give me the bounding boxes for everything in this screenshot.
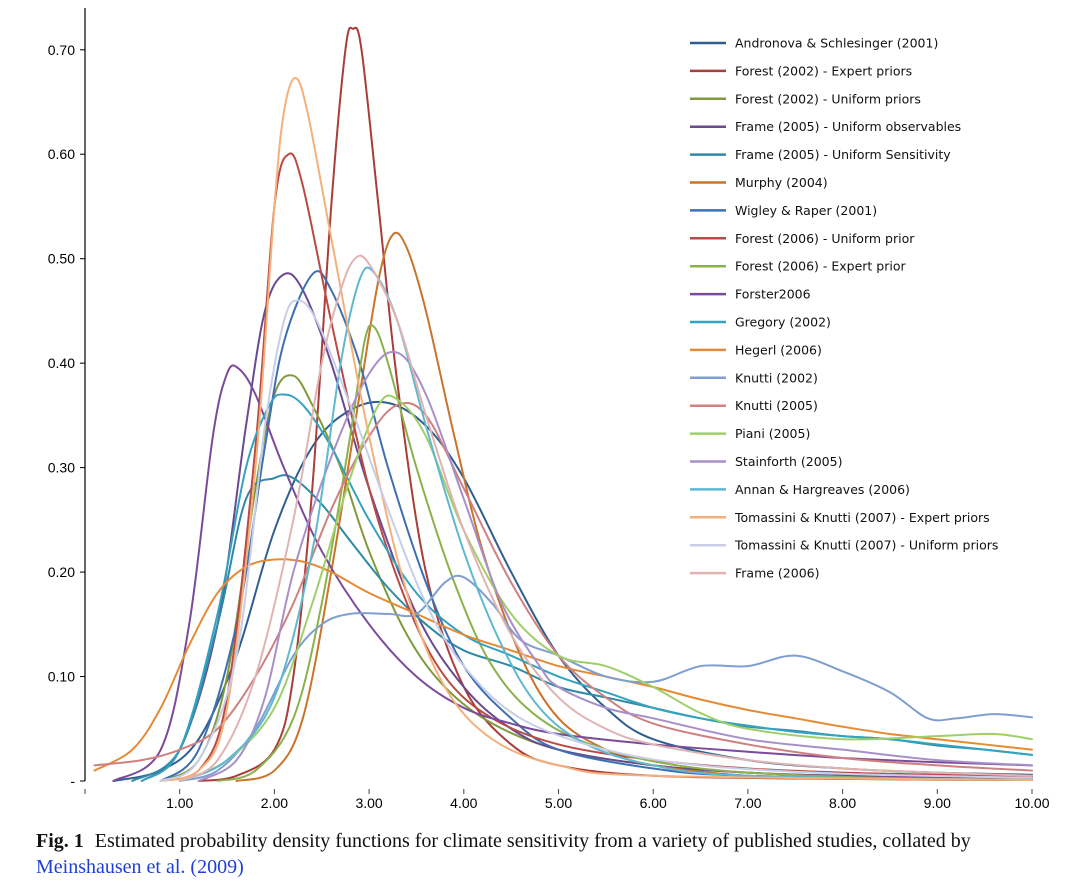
series-line (159, 76, 1033, 782)
x-tick-label: 9.00 (924, 795, 951, 811)
legend-label: Murphy (2004) (735, 175, 828, 190)
y-tick-label: 0.40 (48, 355, 75, 371)
axes: - 0.10 0.20 0.30 0.40 0.50 0.60 0.70 1.00 2.00 3.0… (48, 8, 1050, 811)
series-line (93, 558, 1033, 772)
y-tick-label: - (70, 773, 75, 789)
series-line (178, 254, 1033, 782)
figure-caption: Fig. 1 Estimated probability density fun… (36, 828, 1076, 880)
citation-year: (2009) (190, 856, 244, 878)
x-tick-label: 6.00 (640, 795, 667, 811)
x-tick-label: 10.00 (1014, 795, 1049, 811)
x-tick-label: 5.00 (545, 795, 572, 811)
chart: - 0.10 0.20 0.30 0.40 0.50 0.60 0.70 1.00 2.00 3.0… (48, 8, 1050, 811)
legend-label: Piani (2005) (735, 426, 810, 441)
series-line (197, 26, 1033, 782)
x-tick-label: 3.00 (355, 795, 382, 811)
legend-label: Frame (2005) - Uniform Sensitivity (735, 147, 951, 162)
legend-label: Annan & Hargreaves (2006) (735, 482, 910, 497)
plot-area (93, 26, 1033, 782)
legend: Andronova & Schlesinger (2001) Forest (20… (690, 36, 998, 581)
y-tick-label: 0.50 (48, 251, 75, 267)
series-line (140, 393, 1033, 782)
series-line (178, 394, 1033, 782)
y-tick-label: 0.60 (48, 146, 75, 162)
legend-label: Wigley & Raper (2001) (735, 203, 877, 218)
legend-label: Andronova & Schlesinger (2001) (735, 36, 938, 51)
caption-text: Estimated probability density functions … (94, 830, 971, 852)
y-tick-label: 0.70 (48, 42, 75, 58)
legend-label: Forest (2006) - Uniform prior (735, 231, 915, 246)
y-tick-label: 0.30 (48, 460, 75, 476)
series-line (93, 402, 1033, 772)
series-line (159, 270, 1033, 782)
legend-label: Stainforth (2005) (735, 454, 842, 469)
legend-label: Gregory (2002) (735, 315, 831, 330)
series-line (178, 574, 1033, 782)
y-tick-label: 0.20 (48, 564, 75, 580)
legend-label: Hegerl (2006) (735, 342, 822, 357)
legend-label: Knutti (2005) (735, 398, 818, 413)
legend-label: Frame (2005) - Uniform observables (735, 119, 961, 134)
legend-label: Frame (2006) (735, 566, 820, 581)
series-line (235, 231, 1033, 782)
citation-link[interactable]: Meinshausen et al. (2009) (36, 856, 244, 878)
x-tick-label: 2.00 (261, 795, 288, 811)
series-line (159, 299, 1033, 782)
x-tick-label: 8.00 (829, 795, 856, 811)
x-tick-label: 1.00 (166, 795, 193, 811)
legend-label: Knutti (2002) (735, 370, 818, 385)
series-line (112, 364, 1033, 782)
x-tick-label: 4.00 (450, 795, 477, 811)
citation-author: Meinshausen et al. (36, 856, 186, 878)
legend-label: Forest (2002) - Uniform priors (735, 91, 921, 106)
legend-label: Forest (2006) - Expert prior (735, 259, 906, 274)
series-line (178, 266, 1033, 782)
series-line (216, 324, 1033, 782)
legend-label: Forster2006 (735, 287, 811, 302)
figure-label: Fig. 1 (36, 830, 84, 852)
legend-label: Tomassini & Knutti (2007) - Expert prior… (734, 510, 990, 525)
legend-label: Tomassini & Knutti (2007) - Uniform prio… (734, 538, 998, 553)
series-line (197, 350, 1033, 782)
y-tick-label: 0.10 (48, 669, 75, 685)
series-line (112, 400, 1033, 782)
x-tick-label: 7.00 (734, 795, 761, 811)
legend-label: Forest (2002) - Expert priors (735, 63, 912, 78)
